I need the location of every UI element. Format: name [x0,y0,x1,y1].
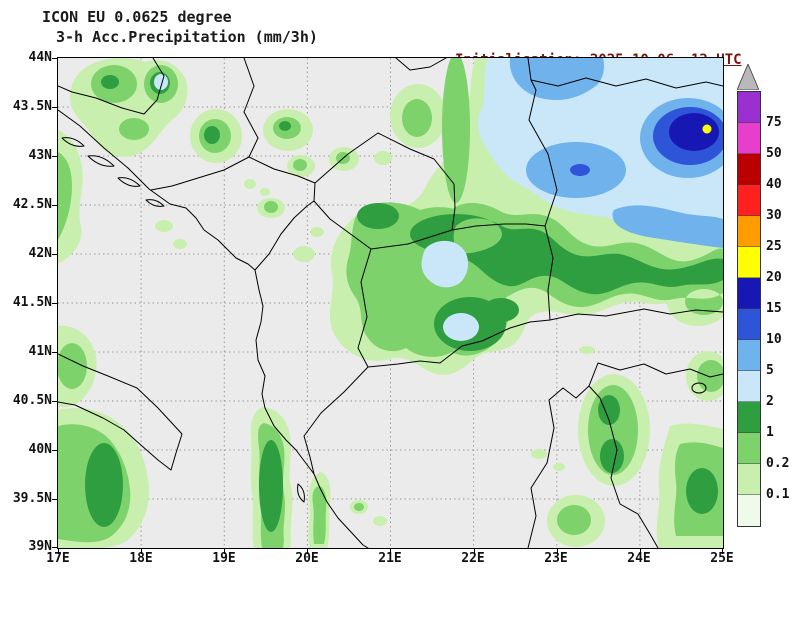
y-tick-mark [52,107,57,108]
colorbar-label: 30 [766,208,782,223]
y-tick-label: 41N [28,344,52,359]
x-tick-mark [141,549,142,554]
overflow-arrow-icon [737,64,759,90]
y-tick-label: 41.5N [12,295,52,310]
precip-layer-20 [702,124,712,134]
map-canvas [57,57,724,549]
colorbar-label: 20 [766,270,782,285]
colorbar-cell [738,185,760,216]
x-tick-mark [474,549,475,554]
precip-layer-5 [509,58,723,248]
x-tick-label: 24E [627,551,651,566]
x-tick-label: 25E [710,551,734,566]
y-tick-label: 42N [28,246,52,261]
y-tick-mark [52,58,57,59]
colorbar-cell [738,123,760,154]
colorbar-cell [738,309,760,340]
colorbar-cell [738,464,760,495]
y-tick-label: 43N [28,148,52,163]
colorbar-cell [738,247,760,278]
colorbar-cell [738,495,760,526]
colorbar-label: 1 [766,425,774,440]
y-tick-mark [52,352,57,353]
colorbar-cell [738,433,760,464]
map-svg [58,58,723,548]
y-tick-mark [52,450,57,451]
y-tick-label: 44N [28,50,52,65]
colorbar-cell [738,340,760,371]
x-tick-mark [224,549,225,554]
y-tick-label: 42.5N [12,197,52,212]
x-tick-mark [722,549,723,554]
colorbar-cell [738,216,760,247]
x-tick-label: 17E [46,551,70,566]
y-tick-mark [52,499,57,500]
y-tick-label: 40N [28,442,52,457]
x-tick-mark [58,549,59,554]
colorbar-label: 50 [766,146,782,161]
colorbar-cell [738,371,760,402]
colorbar-label: 75 [766,115,782,130]
x-tick-label: 21E [378,551,402,566]
colorbar-cell [738,278,760,309]
x-tick-mark [390,549,391,554]
x-tick-label: 19E [212,551,236,566]
y-tick-label: 39N [28,539,52,554]
x-tick-mark [557,549,558,554]
product-title: 3-h Acc.Precipitation (mm/3h) [56,28,318,46]
colorbar-label: 5 [766,363,774,378]
precip-layer-15 [669,113,719,151]
precip-layer-0p2 [58,58,723,548]
colorbar-label: 40 [766,177,782,192]
x-tick-label: 18E [129,551,153,566]
y-tick-mark [52,156,57,157]
x-tick-label: 23E [544,551,568,566]
colorbar-cell [738,402,760,433]
model-title: ICON EU 0.0625 degree [42,8,232,26]
x-tick-mark [307,549,308,554]
colorbar-label: 2 [766,394,774,409]
y-tick-label: 40.5N [12,393,52,408]
y-tick-label: 43.5N [12,99,52,114]
x-tick-mark [640,549,641,554]
y-tick-label: 39.5N [12,491,52,506]
precip-layer-2 [154,58,723,341]
x-tick-label: 20E [295,551,319,566]
y-tick-mark [52,205,57,206]
colorbar-label: 0.1 [766,487,790,502]
y-tick-mark [52,547,57,548]
coastlines-borders [58,58,723,548]
y-tick-mark [52,254,57,255]
colorbar [737,91,761,527]
x-tick-label: 22E [461,551,485,566]
colorbar-label: 25 [766,239,782,254]
y-tick-mark [52,401,57,402]
colorbar-label: 0.2 [766,456,790,471]
colorbar-label: 10 [766,332,782,347]
colorbar-cell [738,92,760,123]
colorbar-label: 15 [766,301,782,316]
colorbar-cell [738,154,760,185]
y-tick-mark [52,303,57,304]
